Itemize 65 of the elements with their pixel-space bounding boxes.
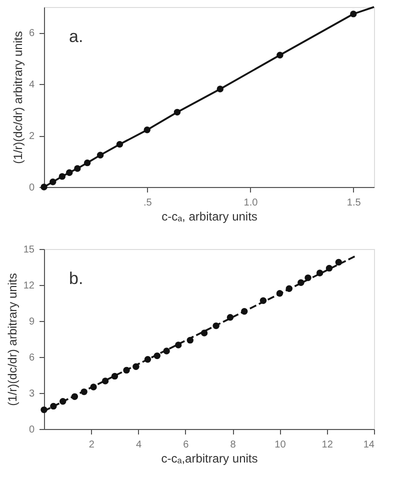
annotation: b. bbox=[69, 269, 84, 288]
point bbox=[316, 270, 324, 276]
annotation: a. bbox=[69, 27, 84, 46]
x-tick-label: 12 bbox=[322, 440, 334, 450]
point bbox=[144, 356, 152, 363]
point bbox=[84, 159, 91, 166]
point bbox=[200, 330, 208, 336]
y-tick-label: 3 bbox=[28, 388, 35, 400]
y-tick-label: 4 bbox=[28, 80, 35, 91]
point bbox=[66, 169, 73, 176]
point bbox=[74, 165, 81, 172]
point bbox=[60, 398, 66, 405]
x-tick-label: 8 bbox=[230, 440, 236, 450]
y-axis-title: (1/r)(dc/dr) arbitrary units bbox=[10, 31, 25, 164]
point bbox=[102, 378, 109, 384]
x-tick-label: 1.0 bbox=[244, 198, 258, 208]
x-tick-label: 1.5 bbox=[346, 198, 362, 208]
point bbox=[58, 173, 66, 180]
point bbox=[50, 402, 57, 410]
point bbox=[144, 126, 150, 134]
y-tick-label: 6 bbox=[28, 352, 35, 364]
y-tick-label: 15 bbox=[23, 244, 35, 256]
point bbox=[40, 406, 48, 414]
x-tick-label: 10 bbox=[274, 440, 286, 450]
y-tick-label: 0 bbox=[28, 424, 35, 436]
y-tick-label: 2 bbox=[28, 131, 35, 142]
point bbox=[111, 372, 118, 380]
point bbox=[96, 152, 104, 158]
point bbox=[123, 366, 130, 374]
point bbox=[335, 258, 342, 266]
point bbox=[298, 279, 304, 286]
point bbox=[71, 393, 78, 400]
point bbox=[163, 348, 170, 354]
x-tick-label: 14 bbox=[363, 440, 375, 450]
point bbox=[216, 86, 224, 92]
y-tick-label: 9 bbox=[28, 316, 35, 328]
x-tick-label: 2 bbox=[88, 440, 95, 450]
point bbox=[286, 285, 292, 292]
y-axis-title: (1/r)(dc/dr) arbitrary units bbox=[5, 273, 20, 406]
x-axis-title: c-cₐ, arbitary units bbox=[162, 210, 258, 224]
point bbox=[350, 10, 357, 18]
point bbox=[90, 384, 97, 390]
x-tick-label: 6 bbox=[183, 440, 190, 450]
y-tick-label: 0 bbox=[28, 182, 35, 194]
point bbox=[174, 108, 181, 116]
point bbox=[175, 342, 182, 348]
y-tick-label: 12 bbox=[23, 280, 35, 292]
x-tick-label: .5 bbox=[143, 198, 152, 208]
point bbox=[116, 140, 124, 148]
point bbox=[154, 352, 160, 360]
point bbox=[80, 388, 88, 396]
point bbox=[304, 274, 312, 282]
x-axis-title: c-cₐ,arbitrary units bbox=[161, 452, 258, 466]
point bbox=[276, 290, 284, 297]
point bbox=[260, 297, 267, 304]
y-tick-label: 6 bbox=[28, 28, 35, 40]
point bbox=[326, 264, 333, 272]
point bbox=[50, 178, 56, 186]
point bbox=[241, 308, 248, 315]
point bbox=[212, 322, 220, 330]
point bbox=[226, 314, 234, 321]
point bbox=[276, 52, 284, 58]
x-tick-label: 4 bbox=[136, 440, 142, 450]
point bbox=[132, 363, 140, 370]
point bbox=[186, 336, 194, 344]
